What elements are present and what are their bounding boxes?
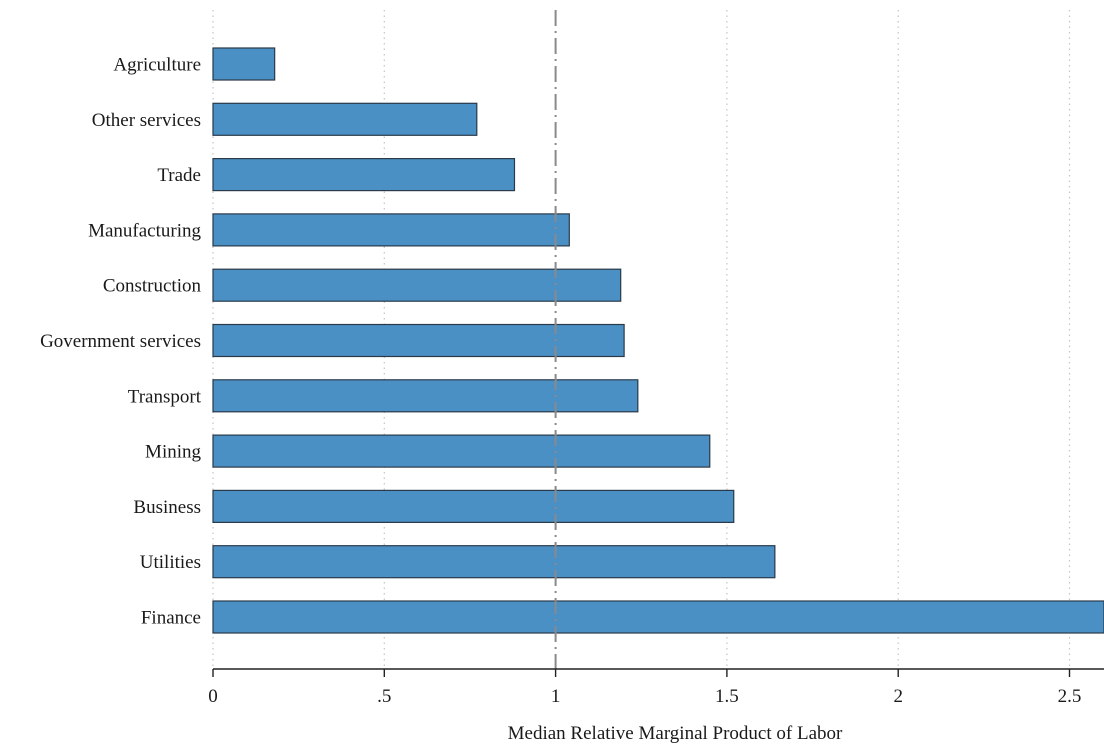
x-tick-label: 1.5 xyxy=(715,686,739,707)
bar xyxy=(212,379,639,413)
x-tick-label: 1 xyxy=(551,686,561,707)
x-axis: 0 .5 1 1.5 2 2.5 xyxy=(208,668,1104,707)
category-label: Other services xyxy=(92,110,201,131)
bar xyxy=(212,158,516,192)
category-label-layer: Agriculture Other services Trade Manufactur… xyxy=(40,55,202,629)
x-axis-title: Median Relative Marginal Product of Labo… xyxy=(508,723,843,744)
x-tick-label: 2 xyxy=(893,686,903,707)
x-tick-label: .5 xyxy=(377,686,391,707)
bar xyxy=(212,434,711,468)
bar xyxy=(212,102,478,136)
bar-layer xyxy=(212,47,1104,634)
bar xyxy=(212,268,622,302)
bar xyxy=(212,545,776,579)
category-label: Construction xyxy=(103,276,202,297)
category-label: Agriculture xyxy=(113,55,201,76)
bar xyxy=(212,213,570,247)
x-tick-label: 2.5 xyxy=(1058,686,1082,707)
category-label: Government services xyxy=(40,331,201,352)
category-label: Business xyxy=(133,497,201,518)
bar xyxy=(212,489,735,523)
bar xyxy=(212,600,1104,634)
category-label: Finance xyxy=(141,608,201,629)
bar xyxy=(212,47,276,81)
bar xyxy=(212,323,625,358)
category-label: Trade xyxy=(157,165,201,186)
category-label: Mining xyxy=(145,442,201,463)
category-label: Utilities xyxy=(140,552,201,573)
category-label: Manufacturing xyxy=(88,220,201,241)
category-label: Transport xyxy=(128,386,202,407)
x-tick-label: 0 xyxy=(208,686,218,707)
